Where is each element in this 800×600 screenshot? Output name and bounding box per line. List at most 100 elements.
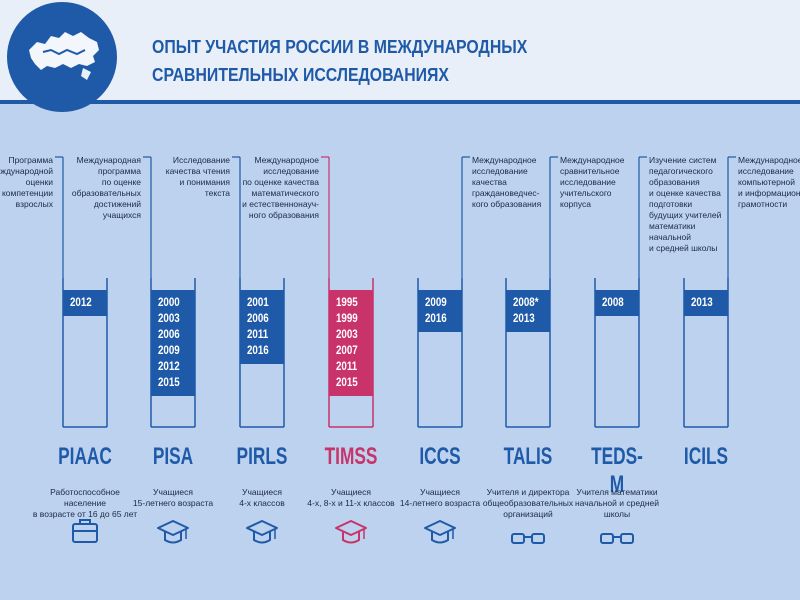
study-participants: Учащиеся 4-х классов: [207, 487, 317, 509]
study-abbreviation: PISA: [152, 443, 194, 470]
graduation-cap-icon-part: [335, 520, 367, 536]
header-divider: [0, 100, 800, 104]
study-description: Программамеждународнойоценкикомпетенциив…: [0, 155, 53, 210]
study-abbreviation: TEDS-M: [591, 443, 643, 498]
graduation-cap-icon-part: [342, 532, 360, 544]
russia-map-logo: [7, 2, 117, 112]
years-list: 1995 1999 2003 2007 2011 2015: [336, 295, 358, 391]
description-line: и понимания: [179, 177, 231, 187]
graduation-cap-icon-part: [253, 532, 271, 544]
study-abbreviation: ICCS: [419, 443, 461, 470]
graduation-cap-icon: [246, 520, 278, 544]
participants-line: 15-летнего возраста: [132, 498, 214, 508]
glasses-icon: [600, 533, 634, 544]
page-title: ОПЫТ УЧАСТИЯ РОССИИ В МЕЖДУНАРОДНЫХ СРАВ…: [152, 33, 645, 89]
participants-line: Работоспособное население: [50, 487, 120, 508]
glasses-icon-part: [620, 533, 634, 544]
year-item: 1995: [336, 297, 358, 309]
study-description: Международное исследование качества граждан…: [472, 155, 541, 210]
participants-line: Учащиеся: [420, 487, 460, 497]
description-line: математического: [251, 188, 319, 198]
description-line: образовательных: [71, 188, 141, 198]
year-item: 2011: [247, 329, 269, 341]
years-list: 2001 2006 2011 2016: [247, 295, 269, 359]
description-line: и информационной: [738, 188, 800, 198]
study-description: Международное исследование компьютерной и и…: [738, 155, 800, 210]
study-abbreviation: TALIS: [503, 443, 553, 470]
study-description: Изучение систем педагогического образовани…: [649, 155, 721, 254]
study-abbreviation: PIAAC: [58, 443, 112, 470]
description-line: граждановедчес-: [472, 188, 540, 198]
description-line: начальной: [649, 232, 691, 242]
description-line: исследование: [560, 177, 616, 187]
description-line: Исследование: [172, 155, 230, 165]
title-line-1: ОПЫТ УЧАСТИЯ РОССИИ В МЕЖДУНАРОДНЫХ: [152, 37, 528, 57]
description-line: математики: [649, 221, 696, 231]
graduation-cap-icon: [424, 520, 456, 544]
years-list: 2012: [70, 295, 92, 311]
description-line: по оценке качества: [242, 177, 319, 187]
description-line: и оценке качества: [649, 188, 721, 198]
glasses-icon: [511, 533, 545, 544]
years-box: [684, 290, 728, 316]
description-line: Международное: [254, 155, 319, 165]
description-line: педагогического: [649, 166, 713, 176]
year-item: 2008: [602, 297, 624, 309]
years-box: [329, 290, 373, 396]
description-line: образования: [649, 177, 700, 187]
description-line: учительского: [560, 188, 612, 198]
years-list: 2009 2016: [425, 295, 447, 327]
study-description: Международная программа по оценке образоват…: [72, 155, 141, 221]
description-line: Международное: [560, 155, 625, 165]
years-list: 2008* 2013: [513, 295, 539, 327]
briefcase-icon-part: [72, 523, 98, 543]
years-box: [63, 290, 107, 316]
year-item: 2000: [158, 297, 180, 309]
year-item: 2001: [247, 297, 269, 309]
study-abbreviation: ICILS: [683, 443, 729, 470]
participants-line: школы: [603, 509, 631, 519]
description-line: Международная: [76, 155, 141, 165]
year-item: 2015: [158, 377, 180, 389]
study-abbreviation: PIRLS: [236, 443, 288, 470]
glasses-icon-part: [511, 533, 525, 544]
year-item: 2013: [513, 313, 535, 325]
description-line: исследование: [263, 166, 319, 176]
participants-line: 4-х классов: [239, 498, 285, 508]
description-line: грамотности: [738, 199, 788, 209]
glasses-icon-part: [600, 533, 614, 544]
study-participants: Учащиеся 15-летнего возраста: [118, 487, 228, 509]
year-item: 2009: [425, 297, 447, 309]
participants-line: 14-летнего возраста: [399, 498, 481, 508]
years-box: [151, 290, 195, 396]
glasses-icon-part: [531, 533, 545, 544]
description-line: взрослых: [15, 199, 53, 209]
header-band: [0, 0, 800, 100]
year-item: 2011: [336, 361, 358, 373]
description-line: исследование: [738, 166, 794, 176]
description-line: Изучение систем: [649, 155, 717, 165]
year-item: 1999: [336, 313, 358, 325]
study-participants: Учителя и директора общеобразовательных ор…: [473, 487, 583, 520]
description-line: корпуса: [560, 199, 592, 209]
description-line: достижений: [93, 199, 141, 209]
graduation-cap-icon-part: [424, 520, 456, 536]
graduation-cap-icon: [157, 520, 189, 544]
participants-line: начальной и средней: [574, 498, 660, 508]
year-item: 2013: [691, 297, 713, 309]
years-list: 2008: [602, 295, 624, 311]
description-line: качества чтения: [165, 166, 230, 176]
study-participants: Учащиеся 4-х, 8-х и 11-х классов: [296, 487, 406, 509]
year-item: 2003: [158, 313, 180, 325]
years-box: [240, 290, 284, 364]
years-list: 2013: [691, 295, 713, 311]
years-box: [506, 290, 550, 332]
year-item: 2016: [425, 313, 447, 325]
year-item: 2003: [336, 329, 358, 341]
year-item: 2015: [336, 377, 358, 389]
study-description: Международное исследование по оценке качес…: [242, 155, 319, 221]
year-item: 2016: [247, 345, 269, 357]
participants-line: Учащиеся: [153, 487, 193, 497]
